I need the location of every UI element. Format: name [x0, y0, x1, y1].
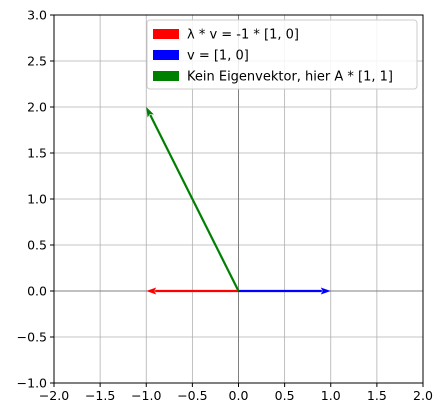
legend-label: λ * v = -1 * [1, 0] — [187, 28, 299, 43]
x-tick-label: 0.0 — [229, 388, 249, 403]
legend: λ * v = -1 * [1, 0] v = [1, 0] Kein Eigenv… — [146, 19, 418, 90]
vector-arrow-3 — [146, 107, 240, 292]
x-tick-label: 2.0 — [413, 388, 433, 403]
vector-shaft — [149, 114, 240, 292]
x-tick-label: −0.5 — [177, 388, 207, 403]
x-tick-label: 0.5 — [275, 388, 295, 403]
vector-arrow-2 — [238, 287, 331, 295]
vector-arrows — [146, 107, 331, 295]
x-tick-label: 1.0 — [321, 388, 341, 403]
legend-box — [146, 19, 418, 90]
legend-swatch — [153, 29, 179, 39]
y-tick-label: 0.5 — [27, 238, 47, 253]
y-tick-label: −0.5 — [17, 330, 47, 345]
vector-head — [146, 287, 157, 295]
vector-head — [146, 107, 154, 118]
x-tick-label: −1.5 — [85, 388, 115, 403]
x-tick-label: −2.0 — [39, 388, 69, 403]
y-tick-label: 1.0 — [27, 192, 47, 207]
legend-swatch — [153, 71, 179, 81]
y-tick-label: 3.0 — [27, 8, 47, 23]
legend-label: Kein Eigenvektor, hier A * [1, 1] — [187, 70, 393, 85]
y-tick-label: 2.5 — [27, 54, 47, 69]
x-axis-ticks: −2.0 −1.5 −1.0 −0.5 0.0 0.5 1.0 1.5 2.0 — [39, 383, 433, 403]
vector-head — [320, 287, 331, 295]
legend-label: v = [1, 0] — [187, 49, 249, 64]
y-tick-label: 1.5 — [27, 146, 47, 161]
y-tick-label: 0.0 — [27, 284, 47, 299]
legend-swatch — [153, 50, 179, 60]
x-tick-label: −1.0 — [131, 388, 161, 403]
y-tick-label: 2.0 — [27, 100, 47, 115]
y-tick-label: −1.0 — [17, 376, 47, 391]
vector-arrow-1 — [146, 287, 239, 295]
x-tick-label: 1.5 — [367, 388, 387, 403]
y-axis-ticks: −1.0 −0.5 0.0 0.5 1.0 1.5 2.0 2.5 3.0 — [17, 8, 54, 391]
